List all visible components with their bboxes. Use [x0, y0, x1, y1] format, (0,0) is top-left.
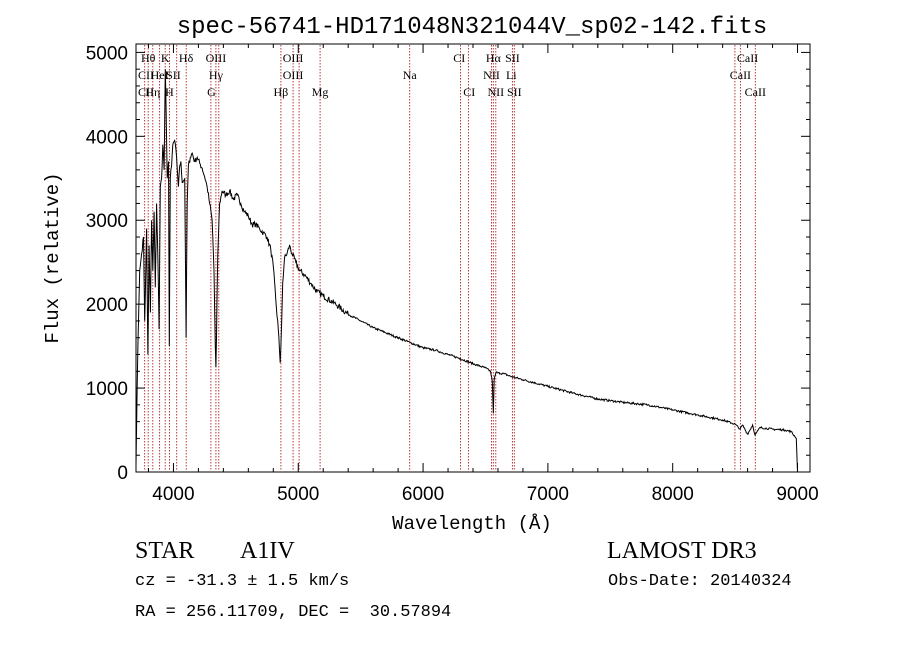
- line-label-5: HeI: [151, 68, 169, 82]
- line-label-12: Hβ: [274, 85, 289, 99]
- line-label-19: Hα: [486, 51, 502, 65]
- line-label-27: CaII: [745, 85, 766, 99]
- plot-frame: [135, 43, 811, 473]
- line-label-16: Na: [403, 68, 418, 82]
- line-label-7: H: [165, 85, 174, 99]
- x-tick-label: 6000: [402, 484, 444, 505]
- line-label-15: Mg: [312, 85, 329, 99]
- y-tick-label: 3000: [86, 211, 128, 232]
- line-label-9: OIII: [206, 51, 227, 65]
- line-label-26: CaII: [730, 68, 751, 82]
- line-label-2: CII: [138, 85, 154, 99]
- line-label-10: Hγ: [209, 68, 224, 82]
- chart-title: spec-56741-HD171048N321044V_sp02-142.fit…: [177, 14, 768, 41]
- line-label-6: SII: [166, 68, 181, 82]
- line-label-14: OIII: [283, 68, 304, 82]
- y-tick-label: 5000: [86, 43, 128, 64]
- line-label-17: CI: [453, 51, 465, 65]
- x-tick-label: 8000: [652, 484, 694, 505]
- y-tick-label: 2000: [86, 295, 128, 316]
- obs-date: Obs-Date: 20140324: [608, 572, 792, 591]
- axis-ticks: 4000 5000 6000 7000 8000 9000 0 1000 2000 3000 400…: [86, 43, 819, 505]
- line-label-8: Hδ: [179, 51, 194, 65]
- x-tick-label: 5000: [277, 484, 319, 505]
- coordinates: RA = 256.11709, DEC = 30.57894: [135, 603, 452, 622]
- line-label-0: Hθ: [141, 51, 156, 65]
- spectral-class: A1IV: [240, 538, 295, 564]
- redshift-readout: cz = -31.3 ± 1.5 km/s: [135, 572, 350, 591]
- line-label-3: Hη: [145, 85, 160, 99]
- y-axis-label: Flux (relative): [42, 172, 64, 343]
- y-tick-label: 0: [117, 463, 128, 484]
- object-type: STAR: [135, 538, 195, 564]
- line-label-23: NII: [487, 85, 504, 99]
- line-label-4: K: [161, 51, 170, 65]
- line-label-25: CaII: [737, 51, 758, 65]
- survey-name: LAMOST DR3: [607, 538, 757, 564]
- line-label-13: OIII: [283, 51, 304, 65]
- line-label-21: NII: [483, 68, 500, 82]
- x-tick-label: 7000: [527, 484, 569, 505]
- line-label-1: CII: [138, 68, 154, 82]
- line-label-18: CI: [463, 85, 475, 99]
- line-label-11: G: [207, 85, 216, 99]
- line-label-24: SII: [507, 85, 522, 99]
- line-label-20: SII: [505, 51, 520, 65]
- x-tick-label: 9000: [776, 484, 818, 505]
- x-axis-label: Wavelength (Å): [392, 513, 552, 535]
- y-tick-label: 1000: [86, 379, 128, 400]
- line-label-22: Li: [506, 68, 517, 82]
- y-tick-label: 4000: [86, 127, 128, 148]
- line-markers: [144, 45, 756, 471]
- x-tick-label: 4000: [152, 484, 194, 505]
- spectrum-line: [135, 69, 798, 473]
